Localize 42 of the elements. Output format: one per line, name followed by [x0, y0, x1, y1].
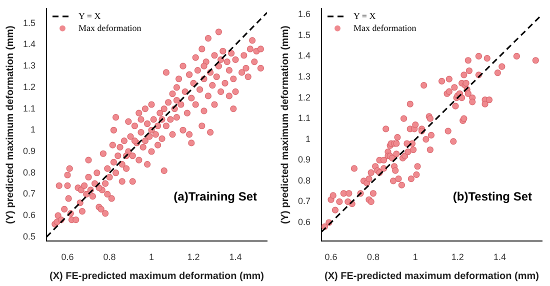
y-tick-label: 0.5	[22, 231, 36, 242]
y-tick-label: 0.6	[298, 216, 311, 227]
y-tick-label: 0.8	[298, 175, 311, 186]
y-tick-label: 0.7	[298, 196, 311, 206]
y-tick-label: 1.2	[298, 92, 311, 102]
y-tick-label: 1.3	[298, 71, 311, 82]
x-axis-title: (X) FE-predicted maximum deformation (mm)	[324, 270, 539, 282]
y-tick-label: 1.3	[22, 60, 36, 71]
y-tick-label: 1.4	[298, 50, 311, 61]
y-tick-label: 1.4	[22, 39, 36, 50]
y-tick-label: 0.8	[22, 167, 36, 178]
y-axis-title: (Y) predicted maximum deformation (mm)	[280, 26, 291, 224]
legend-label: Max deformation	[78, 22, 142, 33]
x-tick-label: 1.4	[229, 252, 242, 262]
legend-label: Max deformation	[354, 22, 417, 33]
annotation: (b)Testing Set	[452, 190, 532, 204]
y-tick-label: 0.9	[22, 146, 36, 156]
legend-label: Y = X	[354, 10, 376, 21]
x-tick-label: 0.8	[366, 252, 380, 262]
y-tick-label: 1.6	[298, 9, 311, 20]
y-tick-label: 0.7	[22, 188, 36, 199]
y-tick-label: 0.9	[298, 154, 311, 165]
legend-label: Y = X	[78, 10, 102, 21]
y-axis-title: (Y) predicted maximum deformation (mm)	[4, 26, 16, 224]
x-axis-title: (X) FE-predicted maximum deformation (mm)	[50, 270, 264, 282]
y-tick-label: 1.1	[22, 103, 36, 114]
y-tick-label: 1	[30, 124, 36, 135]
y-tick-label: 1.5	[298, 30, 311, 40]
y-tick-label: 1.1	[298, 113, 311, 124]
y-tick-label: 1	[305, 134, 311, 144]
x-tick-label: 1.2	[187, 252, 200, 262]
x-tick-label: 0.6	[61, 252, 74, 262]
x-tick-label: 1	[412, 252, 418, 262]
x-tick-label: 1	[149, 252, 154, 262]
y-tick-label: 1.5	[22, 18, 36, 28]
y-tick-label: 0.6	[22, 210, 36, 220]
x-tick-label: 0.6	[324, 252, 338, 262]
annotation: (a)Training Set	[174, 190, 258, 204]
y-tick-label: 1.2	[22, 82, 36, 92]
x-tick-label: 0.8	[103, 252, 116, 262]
x-tick-label: 1.2	[451, 252, 464, 262]
x-tick-label: 1.4	[494, 252, 506, 262]
